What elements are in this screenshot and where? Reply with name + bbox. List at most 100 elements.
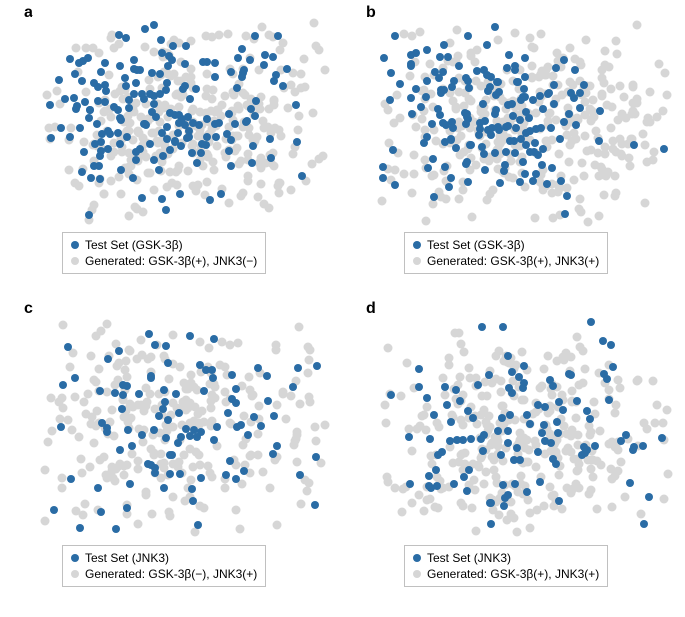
data-point <box>598 92 607 101</box>
data-point <box>504 439 512 447</box>
data-point <box>528 74 537 83</box>
data-point <box>424 164 432 172</box>
data-point <box>500 502 508 510</box>
data-point <box>645 493 653 501</box>
data-point <box>120 470 129 479</box>
data-point <box>141 487 150 496</box>
data-point <box>94 48 103 57</box>
data-point <box>102 87 110 95</box>
data-point <box>430 193 438 201</box>
data-point <box>100 452 109 461</box>
data-point <box>389 119 398 128</box>
data-point <box>210 436 218 444</box>
data-point <box>43 90 52 99</box>
data-point <box>125 96 133 104</box>
data-point <box>168 179 177 188</box>
data-point <box>597 74 606 83</box>
data-point <box>492 106 500 114</box>
data-point <box>642 424 651 433</box>
data-point <box>186 332 194 340</box>
data-point <box>461 449 470 458</box>
data-point <box>65 165 74 174</box>
data-point <box>311 437 320 446</box>
data-point <box>279 82 287 90</box>
data-point <box>293 126 302 135</box>
data-point <box>166 512 175 521</box>
data-point <box>70 94 78 102</box>
data-point <box>215 31 224 40</box>
data-point <box>87 174 95 182</box>
data-point <box>159 405 167 413</box>
data-point <box>523 411 531 419</box>
data-point <box>444 361 453 370</box>
data-point <box>114 106 122 114</box>
data-point <box>78 469 87 478</box>
data-point <box>240 66 248 74</box>
data-point <box>566 352 575 361</box>
data-point <box>659 495 668 504</box>
data-point <box>407 447 416 456</box>
data-point <box>488 506 497 515</box>
data-point <box>175 111 183 119</box>
data-point <box>633 98 642 107</box>
data-point <box>587 485 596 494</box>
data-point <box>408 188 417 197</box>
data-point <box>93 120 101 128</box>
data-point <box>586 415 594 423</box>
data-point <box>570 94 578 102</box>
data-point <box>622 431 630 439</box>
data-point <box>522 141 530 149</box>
data-point <box>549 382 557 390</box>
data-point <box>526 127 534 135</box>
data-point <box>228 371 236 379</box>
data-point <box>511 149 519 157</box>
data-point <box>580 172 589 181</box>
data-point <box>518 396 527 405</box>
data-point <box>480 480 489 489</box>
data-point <box>122 372 131 381</box>
data-point <box>441 163 449 171</box>
data-point <box>537 382 546 391</box>
data-point <box>600 370 608 378</box>
data-point <box>418 412 427 421</box>
data-point <box>449 124 457 132</box>
data-point <box>145 330 153 338</box>
data-point <box>96 175 104 183</box>
data-point <box>405 433 413 441</box>
data-point <box>238 73 246 81</box>
data-point <box>447 418 455 426</box>
data-point <box>554 149 563 158</box>
data-point <box>94 484 102 492</box>
data-point <box>611 147 620 156</box>
data-point <box>467 435 475 443</box>
data-point <box>422 217 431 226</box>
data-point <box>548 390 557 399</box>
data-point <box>545 482 554 491</box>
data-point <box>573 332 582 341</box>
data-point <box>555 398 563 406</box>
data-point <box>556 135 564 143</box>
data-point <box>561 210 569 218</box>
data-point <box>467 503 476 512</box>
data-point <box>170 70 179 79</box>
data-point <box>429 155 437 163</box>
data-point <box>92 332 101 341</box>
scatter-plot-b <box>374 16 674 226</box>
data-point <box>243 172 252 181</box>
data-point <box>526 523 535 532</box>
data-point <box>599 337 607 345</box>
data-point <box>150 426 158 434</box>
data-point <box>449 96 458 105</box>
data-point <box>444 53 452 61</box>
data-point <box>232 385 240 393</box>
legend-item: Generated: GSK-3β(+), JNK3(−) <box>71 253 257 269</box>
data-point <box>203 133 211 141</box>
data-point <box>208 366 216 374</box>
data-point <box>475 131 483 139</box>
data-point <box>502 516 511 525</box>
data-point <box>217 190 225 198</box>
data-point <box>504 122 512 130</box>
data-point <box>126 480 134 488</box>
data-point <box>245 385 254 394</box>
data-point <box>101 59 109 67</box>
